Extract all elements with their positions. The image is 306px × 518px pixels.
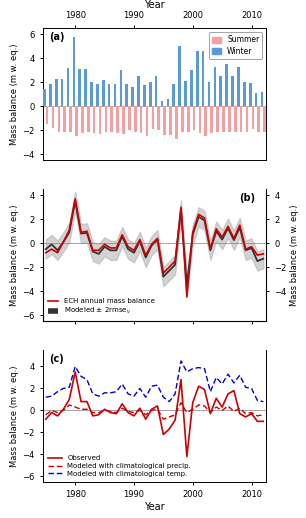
Bar — [84, 69, 87, 106]
Bar — [225, 64, 228, 106]
Bar — [166, 98, 169, 106]
Bar — [214, 67, 216, 106]
Bar — [52, 106, 54, 128]
Bar — [43, 89, 46, 106]
Bar — [184, 81, 187, 106]
Bar — [67, 68, 69, 106]
Bar — [155, 76, 158, 106]
Bar — [234, 106, 237, 132]
Bar — [222, 106, 225, 132]
Bar — [61, 79, 63, 106]
Bar — [263, 106, 266, 132]
Bar — [134, 106, 136, 132]
Text: (b): (b) — [239, 193, 256, 203]
Bar — [158, 106, 160, 131]
Bar — [216, 106, 219, 132]
Bar — [208, 82, 211, 106]
Bar — [181, 106, 184, 132]
Text: (a): (a) — [50, 33, 65, 42]
Bar — [175, 106, 178, 139]
Bar — [257, 106, 260, 132]
Bar — [202, 51, 204, 106]
Bar — [114, 83, 116, 106]
Bar — [143, 85, 146, 106]
Bar — [128, 106, 131, 131]
Bar — [240, 106, 242, 132]
Bar — [81, 106, 84, 133]
Bar — [190, 70, 193, 106]
Bar — [193, 106, 196, 131]
Bar — [75, 106, 78, 136]
Bar — [219, 76, 222, 106]
Bar — [211, 106, 213, 133]
Bar — [196, 51, 199, 106]
Bar — [122, 106, 125, 134]
Legend: Observed, Modeled with climatological precip., Modeled with climatological temp.: Observed, Modeled with climatological pr… — [46, 454, 192, 478]
X-axis label: Year: Year — [144, 1, 165, 10]
Bar — [249, 83, 252, 106]
Bar — [93, 106, 95, 133]
Bar — [161, 101, 163, 106]
Bar — [237, 67, 240, 106]
Bar — [110, 106, 113, 132]
Bar — [243, 82, 246, 106]
Bar — [120, 70, 122, 106]
Bar — [140, 106, 143, 133]
Legend: ECH annual mass balance, Modeled ± 2rmse$_v$: ECH annual mass balance, Modeled ± 2rmse… — [46, 297, 156, 318]
Bar — [99, 106, 101, 134]
Bar — [69, 106, 72, 132]
Bar — [58, 106, 60, 132]
Text: (c): (c) — [50, 354, 64, 364]
Bar — [105, 106, 107, 132]
Bar — [204, 106, 207, 136]
Bar — [163, 106, 166, 135]
Bar — [261, 92, 263, 106]
Bar — [231, 76, 234, 106]
Bar — [228, 106, 231, 132]
Bar — [169, 106, 172, 135]
Y-axis label: Mass balance (m w. eq.): Mass balance (m w. eq.) — [10, 365, 19, 467]
Bar — [78, 69, 81, 106]
Bar — [187, 106, 189, 132]
Bar — [199, 106, 201, 133]
Bar — [173, 84, 175, 106]
Bar — [246, 106, 248, 132]
Bar — [63, 106, 66, 132]
Bar — [255, 93, 257, 106]
Y-axis label: Mass balance (m w. eq.): Mass balance (m w. eq.) — [10, 205, 19, 306]
Bar — [96, 83, 99, 106]
Bar — [149, 82, 151, 106]
Bar — [131, 87, 134, 106]
X-axis label: Year: Year — [144, 502, 165, 512]
Bar — [73, 37, 75, 106]
Y-axis label: Mass balance (m w. eq.): Mass balance (m w. eq.) — [289, 205, 299, 306]
Bar — [55, 79, 58, 106]
Bar — [151, 106, 154, 129]
Bar — [90, 82, 93, 106]
Bar — [108, 83, 110, 106]
Bar — [102, 80, 105, 106]
Bar — [137, 76, 140, 106]
Bar — [49, 83, 52, 106]
Bar — [46, 106, 48, 124]
Bar — [87, 106, 90, 132]
Bar — [178, 47, 181, 106]
Bar — [116, 106, 119, 133]
Bar — [146, 106, 148, 136]
Y-axis label: Mass balance (m w. eq.): Mass balance (m w. eq.) — [10, 44, 20, 145]
Bar — [252, 106, 254, 129]
Bar — [125, 84, 128, 106]
Legend: Summer, Winter: Summer, Winter — [209, 32, 263, 59]
